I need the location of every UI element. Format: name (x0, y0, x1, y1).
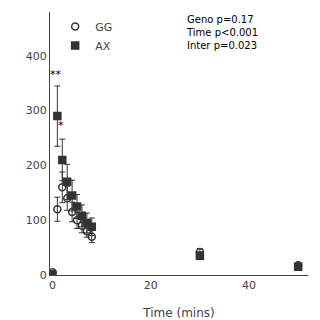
svg-text:Geno p=0.17Time p<0.001Inter p: Geno p=0.17Time p<0.001Inter p=0.023 (186, 14, 258, 51)
svg-text:300: 300 (26, 104, 47, 117)
svg-text:GG: GG (95, 21, 112, 34)
svg-text:200: 200 (26, 159, 47, 172)
svg-text:20: 20 (144, 279, 158, 292)
svg-text:40: 40 (242, 279, 256, 292)
svg-text:*: * (58, 119, 64, 132)
svg-text:**: ** (50, 68, 62, 81)
svg-text:0: 0 (49, 279, 56, 292)
svg-text:400: 400 (26, 50, 47, 63)
svg-text:100: 100 (26, 214, 47, 227)
svg-text:Time (mins): Time (mins) (142, 306, 214, 320)
svg-text:0: 0 (40, 269, 47, 282)
svg-text:AX: AX (95, 40, 111, 53)
